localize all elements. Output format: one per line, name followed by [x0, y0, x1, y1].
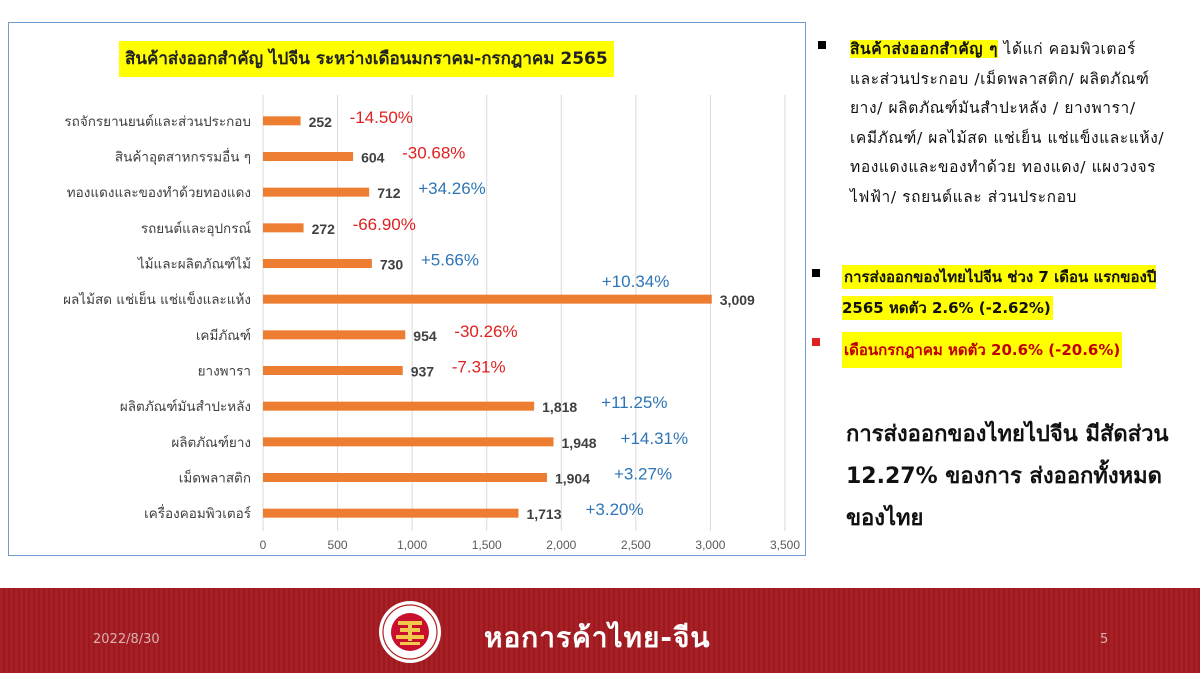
july-growth-note: เดือนกรกฎาคม หดตัว 20.6% (-20.6%): [842, 332, 1123, 368]
chart-title: สินค้าส่งออกสำคัญ ไปจีน ระหว่างเดือนมกรา…: [119, 41, 614, 77]
growth-label: +5.66%: [421, 251, 479, 270]
growth-label: -30.68%: [402, 144, 465, 163]
key-exports-note: สินค้าส่งออกสำคัญ ๆ ได้แก่ คอมพิวเตอร์ แ…: [850, 35, 1168, 212]
growth-label: -66.90%: [353, 215, 416, 234]
bar-value-label: 1,713: [526, 506, 561, 522]
bar-value-label: 712: [377, 185, 401, 201]
bar-value-label: 937: [411, 364, 435, 380]
x-tick-label: 2,000: [546, 538, 576, 552]
category-label: เม็ดพลาสติก: [179, 469, 251, 487]
x-tick-label: 2,500: [621, 538, 651, 552]
bar-value-label: 3,009: [720, 292, 755, 308]
bullet-marker-1: [818, 41, 826, 49]
category-label: ทองแดงและของทำด้วยทองแดง: [67, 185, 251, 201]
bar: [263, 401, 535, 411]
category-label: ผลไม้สด แช่เย็น แช่แข็งและแห้ง: [63, 290, 251, 308]
bar: [263, 508, 519, 518]
bar-value-label: 1,818: [542, 399, 577, 415]
export-bar-chart: 0 500 1,000 1,500 2,000 2,500 3,000 3,500 รถจักร…: [63, 95, 800, 552]
bar: [263, 294, 712, 304]
bar-value-label: 730: [380, 257, 404, 273]
category-label: เคมีภัณฑ์: [196, 327, 251, 344]
growth-label: +11.25%: [601, 393, 667, 412]
category-label: ยางพารา: [198, 364, 251, 380]
bar-value-label: 604: [361, 150, 385, 166]
x-tick-label: 3,500: [770, 538, 800, 552]
category-label: รถยนต์และอุปกรณ์: [141, 220, 251, 237]
export-share-note: การส่งออกของไทยไปจีน มีสัดส่วน 12.27% ขอ…: [846, 422, 1169, 531]
bar: [263, 473, 547, 482]
x-tick-label: 0: [260, 538, 267, 552]
bar: [263, 330, 406, 340]
growth-label: +10.34%: [602, 272, 670, 291]
bar-value-label: 1,948: [562, 435, 597, 451]
category-label: สินค้าอุตสาหกรรมอื่น ๆ: [115, 148, 251, 166]
growth-label: -14.50%: [350, 108, 413, 127]
category-label: ผลิตภัณฑ์ยาง: [171, 434, 251, 451]
key-exports-highlight: สินค้าส่งออกสำคัญ ๆ: [850, 40, 999, 58]
growth-label: +14.31%: [621, 429, 689, 448]
footer-date: 2022/8/30: [93, 632, 160, 647]
growth-label: -7.31%: [452, 358, 506, 377]
category-label: เครื่องคอมพิวเตอร์: [144, 504, 251, 522]
chamber-logo-icon: [379, 601, 441, 663]
bullet-marker-3: [812, 338, 820, 346]
bar: [263, 187, 370, 197]
footer-organization-name: หอการค้าไทย-จีน: [484, 621, 711, 654]
bar: [263, 366, 403, 375]
x-tick-label: 3,000: [695, 538, 725, 552]
page-number: 5: [1100, 632, 1109, 647]
bar: [263, 116, 301, 126]
x-tick-label: 1,500: [472, 538, 502, 552]
bullet-marker-2: [812, 269, 820, 277]
chart-frame: 0 500 1,000 1,500 2,000 2,500 3,000 3,500 รถจักร…: [8, 22, 806, 556]
bar: [263, 259, 372, 268]
footer-bar: 2022/8/30 หอการค้าไทย-จีน 5: [0, 588, 1200, 673]
bar-value-label: 1,904: [555, 471, 590, 487]
export-growth-highlight: การส่งออกของไทยไปจีน ช่วง 7 เดือน แรกของ…: [842, 265, 1157, 320]
category-label: ไม้และผลิตภัณฑ์ไม้: [137, 256, 251, 273]
bar: [263, 437, 554, 447]
category-label: รถจักรยานยนต์และส่วนประกอบ: [64, 113, 251, 130]
growth-label: +3.27%: [614, 465, 672, 484]
x-tick-label: 1,000: [397, 538, 427, 552]
bar-value-label: 252: [309, 114, 333, 130]
bar: [263, 223, 304, 233]
bar: [263, 152, 354, 161]
export-growth-note: การส่งออกของไทยไปจีน ช่วง 7 เดือน แรกของ…: [842, 262, 1172, 324]
key-exports-list: ได้แก่ คอมพิวเตอร์ และส่วนประกอบ /เม็ดพล…: [850, 40, 1165, 206]
bar-value-label: 272: [312, 221, 336, 237]
category-label: ผลิตภัณฑ์มันสำปะหลัง: [120, 398, 251, 415]
bar-value-label: 954: [413, 328, 437, 344]
july-growth-highlight: เดือนกรกฎาคม หดตัว 20.6% (-20.6%): [842, 332, 1123, 368]
growth-label: -30.26%: [454, 322, 517, 341]
growth-label: +3.20%: [585, 500, 643, 519]
growth-label: +34.26%: [418, 179, 486, 198]
x-tick-label: 500: [328, 538, 348, 552]
